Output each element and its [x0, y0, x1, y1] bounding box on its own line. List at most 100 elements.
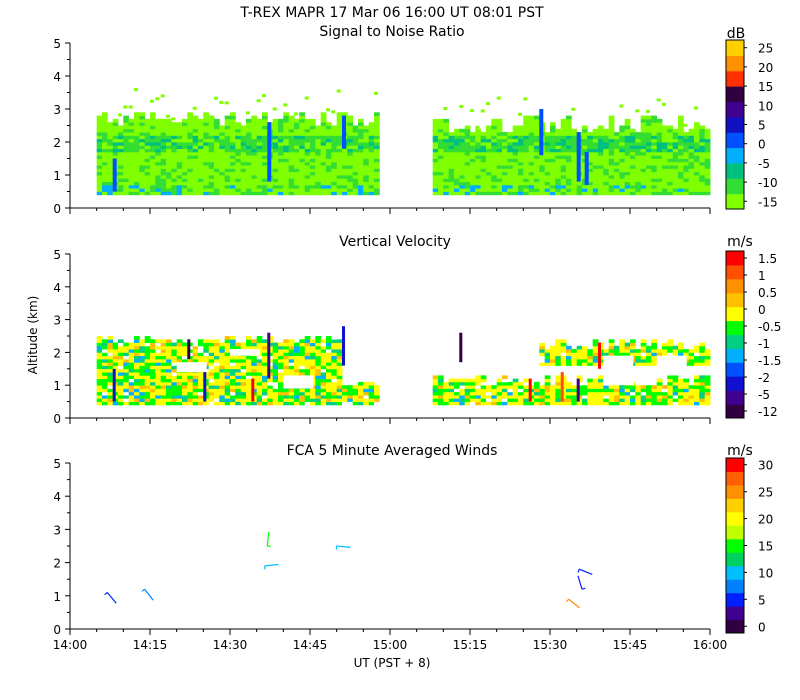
snr-cell [224, 148, 231, 153]
snr-cell [438, 171, 444, 176]
snr-cell [171, 158, 178, 163]
snr-cell [624, 151, 631, 156]
velocity-cell [251, 372, 258, 376]
snr-cell [272, 125, 279, 130]
velocity-cell [107, 352, 114, 357]
snr-cell [566, 128, 572, 133]
snr-cell [491, 184, 498, 189]
snr-cell [518, 132, 524, 136]
velocity-cell [107, 398, 114, 402]
snr-cell [507, 168, 514, 173]
snr-cell [288, 138, 295, 143]
snr-cell [219, 191, 226, 196]
snr-cell [662, 171, 668, 176]
snr-cell [566, 125, 572, 130]
snr-cell [203, 158, 210, 163]
velocity-cell [118, 378, 124, 383]
velocity-cell [480, 401, 487, 406]
snr-cell [203, 165, 210, 169]
snr-cell [278, 161, 284, 166]
snr-cell [171, 155, 178, 159]
velocity-cell [320, 342, 327, 347]
velocity-cell [470, 381, 476, 386]
snr-cell [496, 158, 503, 163]
snr-cell [704, 178, 711, 182]
snr-cell [443, 155, 450, 159]
snr-cell [187, 184, 194, 189]
velocity-cell [192, 352, 199, 357]
snr-cell [662, 161, 668, 166]
snr-cell [230, 158, 236, 163]
snr-cell [662, 138, 668, 143]
velocity-cell [96, 388, 103, 393]
snr-cell [486, 125, 492, 130]
snr-cell [539, 158, 546, 163]
velocity-cell [171, 362, 178, 366]
velocity-cell [262, 401, 268, 406]
snr-cell [278, 135, 284, 140]
snr-cell [198, 148, 204, 153]
snr-cell [550, 122, 556, 126]
velocity-cell [171, 368, 178, 373]
snr-cell [502, 161, 508, 166]
snr-cell [523, 168, 530, 173]
snr-streak [112, 158, 117, 192]
snr-cell [635, 158, 642, 163]
velocity-cell [128, 345, 135, 350]
snr-cell [672, 165, 679, 169]
snr-cell [496, 148, 503, 153]
velocity-cell [315, 398, 322, 402]
snr-cell [331, 158, 338, 163]
velocity-cell [582, 345, 588, 350]
snr-cell [315, 165, 322, 169]
snr-cell [187, 118, 194, 123]
velocity-cell [582, 401, 588, 406]
velocity-cell [198, 381, 204, 386]
snr-cell [123, 175, 130, 179]
snr-cell [123, 138, 130, 143]
velocity-cell [587, 388, 594, 393]
snr-cell [518, 161, 524, 166]
snr-cell [432, 142, 439, 146]
snr-cell [235, 125, 242, 130]
snr-cell [491, 168, 498, 173]
snr-cell [566, 148, 572, 153]
velocity-cell [315, 372, 322, 376]
snr-cell [566, 155, 572, 159]
velocity-cell [688, 385, 695, 389]
velocity-cell [443, 401, 450, 406]
snr-cell [192, 125, 199, 130]
snr-cell [448, 158, 455, 163]
snr-cell [278, 138, 284, 143]
snr-cell [256, 151, 263, 156]
snr-cell [358, 191, 364, 196]
snr-cell [587, 181, 594, 186]
snr-cell [614, 142, 620, 146]
snr-cell [603, 158, 610, 163]
snr-cell [656, 125, 663, 130]
snr-cell [310, 191, 316, 196]
snr-cell [496, 118, 503, 123]
snr-cell [566, 191, 572, 196]
velocity-cell [507, 401, 514, 406]
velocity-cell [598, 391, 604, 396]
snr-cell [608, 118, 615, 123]
snr-cell [374, 142, 380, 146]
snr-cell [155, 155, 162, 159]
velocity-cell [544, 359, 551, 363]
snr-cell [640, 132, 647, 136]
snr-cell [374, 138, 380, 143]
velocity-cell [214, 391, 220, 396]
velocity-cell [608, 352, 615, 357]
velocity-cell [331, 401, 338, 406]
velocity-cell [272, 381, 279, 386]
velocity-cell [134, 388, 140, 393]
snr-cell [96, 165, 103, 169]
snr-cell [704, 181, 711, 186]
velocity-cell [299, 391, 306, 396]
snr-cell [550, 178, 556, 182]
snr-cell [667, 165, 674, 169]
velocity-cell [571, 398, 578, 402]
snr-cell [155, 181, 162, 186]
snr-cell [182, 175, 188, 179]
